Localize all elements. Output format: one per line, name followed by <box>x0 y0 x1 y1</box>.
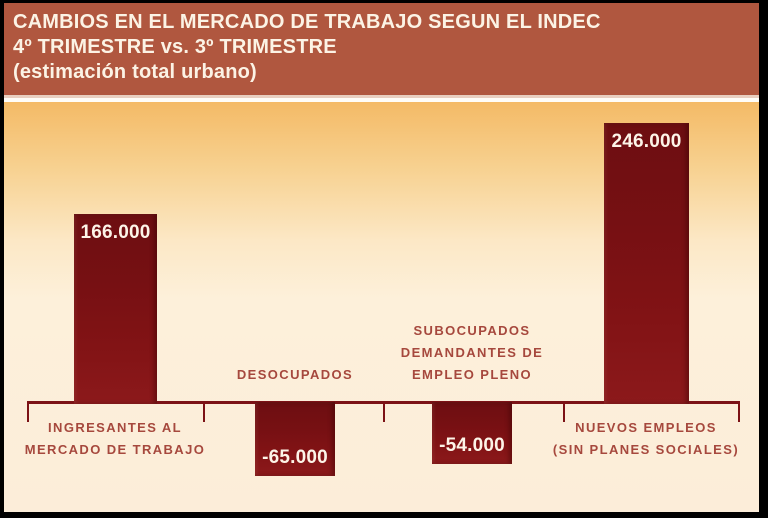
chart-title: CAMBIOS EN EL MERCADO DE TRABAJO SEGUN E… <box>13 11 601 33</box>
bar-nuevos-empleos-sin-planes-sociales: 246.000 <box>604 123 689 404</box>
x-axis-tick <box>383 401 385 422</box>
category-label-desocupados: DESOCUPADOS <box>175 364 415 386</box>
value-label-subocupados-demandantes-de-empleo-pleno: -54.000 <box>439 435 505 456</box>
category-label-nuevos-empleos-sin-planes-sociales: NUEVOS EMPLEOS (SIN PLANES SOCIALES) <box>526 417 766 461</box>
value-label-desocupados: -65.000 <box>262 447 328 468</box>
value-label-ingresantes-al-mercado-de-trabajo: 166.000 <box>80 222 151 243</box>
x-axis-tick <box>738 401 740 422</box>
infographic-frame: CAMBIOS EN EL MERCADO DE TRABAJO SEGUN E… <box>4 3 759 512</box>
bar-desocupados: -65.000 <box>255 402 335 476</box>
header-separator-white <box>4 98 759 102</box>
chart-header: CAMBIOS EN EL MERCADO DE TRABAJO SEGUN E… <box>4 3 759 95</box>
category-label-line: DESOCUPADOS <box>236 367 354 382</box>
category-label-line: MERCADO DE TRABAJO <box>24 442 206 457</box>
category-label-subocupados-demandantes-de-empleo-pleno: SUBOCUPADOS DEMANDANTES DE EMPLEO PLENO <box>352 320 592 386</box>
header-separator-pink <box>4 95 759 98</box>
x-axis-tick <box>203 401 205 422</box>
chart-note: (estimación total urbano) <box>13 61 257 83</box>
category-label-line: DEMANDANTES DE <box>400 345 544 360</box>
category-label-line: SUBOCUPADOS <box>413 323 531 338</box>
value-label-nuevos-empleos-sin-planes-sociales: 246.000 <box>611 131 682 152</box>
x-axis-tick <box>27 401 29 422</box>
category-label-line: EMPLEO PLENO <box>411 367 533 382</box>
category-label-line: NUEVOS EMPLEOS <box>575 420 717 435</box>
category-label-line: (SIN PLANES SOCIALES) <box>552 442 740 457</box>
bar-chart: 166.000 INGRESANTES AL MERCADO DE TRABAJO -… <box>4 102 759 512</box>
bar-subocupados-demandantes-de-empleo-pleno: -54.000 <box>432 402 512 464</box>
chart-subtitle: 4º TRIMESTRE vs. 3º TRIMESTRE <box>13 36 337 58</box>
category-label-ingresantes-al-mercado-de-trabajo: INGRESANTES AL MERCADO DE TRABAJO <box>0 417 235 461</box>
bar-ingresantes-al-mercado-de-trabajo: 166.000 <box>74 214 157 404</box>
category-label-line: INGRESANTES AL <box>48 420 182 435</box>
x-axis-tick <box>563 401 565 422</box>
